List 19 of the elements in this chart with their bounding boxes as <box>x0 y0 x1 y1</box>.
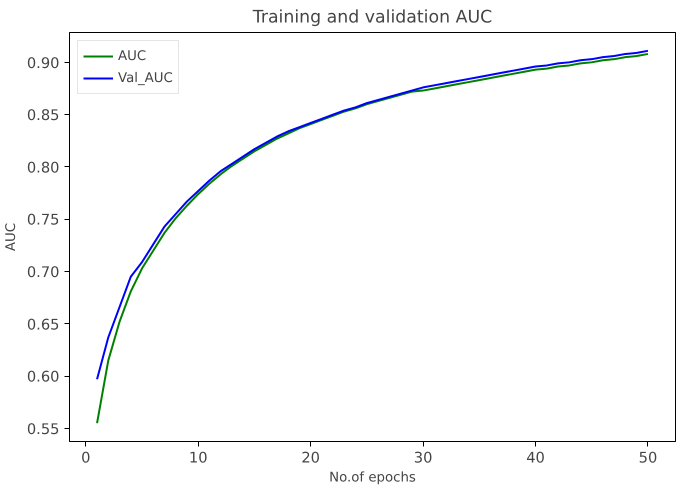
y-tick-label: 0.85 <box>26 107 60 124</box>
legend-label: AUC <box>118 48 146 64</box>
x-axis-title: No.of epochs <box>329 470 416 486</box>
chart-title: Training and validation AUC <box>252 8 492 28</box>
y-tick-label: 0.60 <box>26 368 60 386</box>
y-tick-label: 0.75 <box>26 212 60 229</box>
y-tick-label: 0.70 <box>26 264 60 282</box>
y-tick-label: 0.80 <box>26 159 60 176</box>
x-tick-label: 30 <box>414 450 432 466</box>
legend-label: Val_AUC <box>118 70 173 86</box>
x-tick-label: 40 <box>526 450 545 466</box>
y-tick-label: 0.65 <box>26 316 60 334</box>
y-tick-label: 0.90 <box>26 54 60 72</box>
x-tick-label: 10 <box>188 450 208 466</box>
y-tick-label: 0.55 <box>26 420 60 438</box>
y-axis-title: AUC <box>4 222 19 252</box>
x-tick-label: 50 <box>638 450 658 466</box>
x-tick-label: 20 <box>301 450 320 466</box>
x-tick-label: 0 <box>81 450 90 466</box>
